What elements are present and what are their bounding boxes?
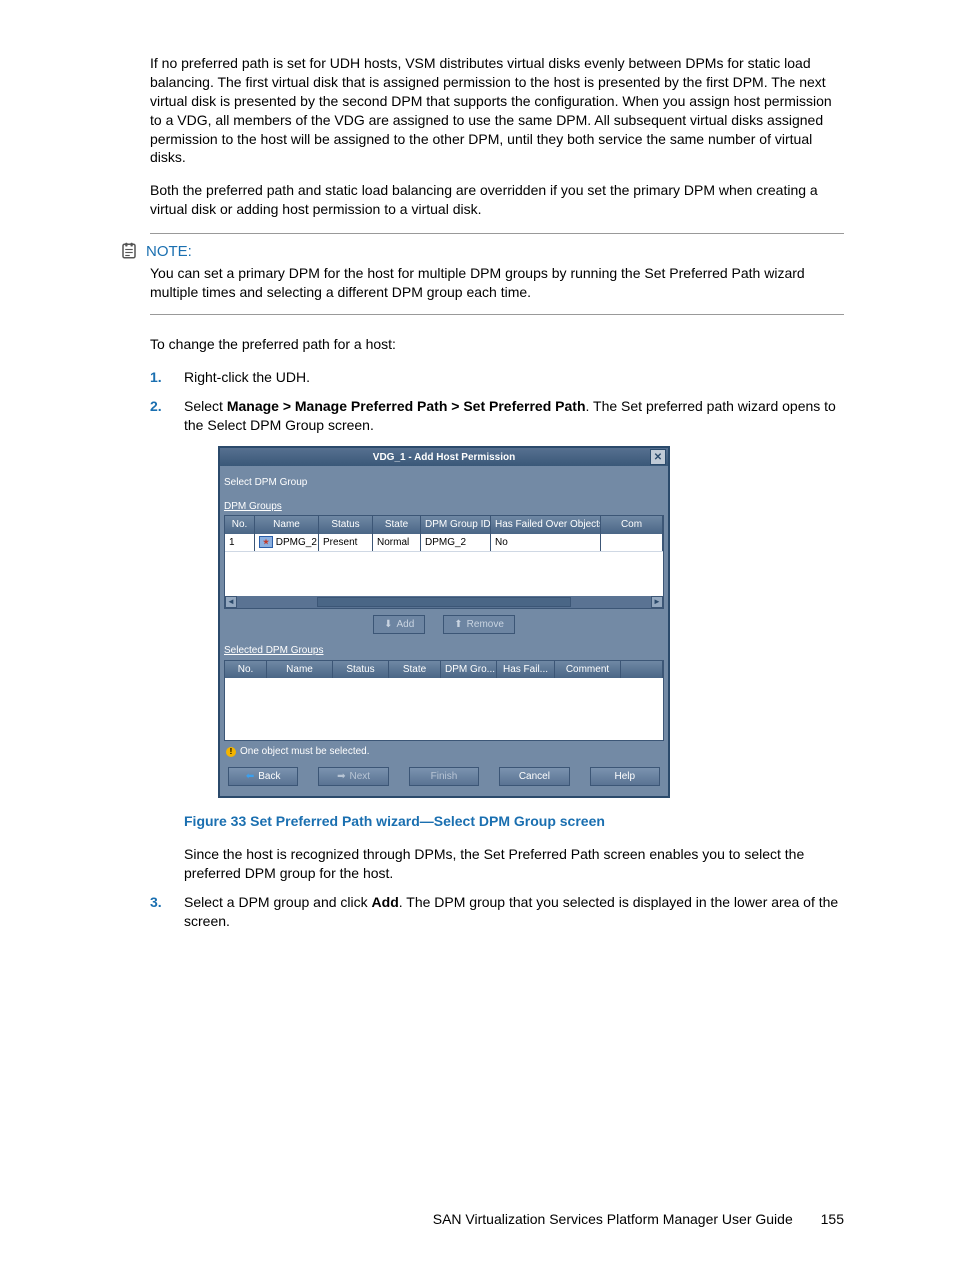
col-failed[interactable]: Has Failed Over Objects [491, 516, 601, 534]
cell-status: Present [319, 534, 373, 552]
col2-comment[interactable]: Comment [555, 661, 621, 679]
cell-failed: No [491, 534, 601, 552]
col-state[interactable]: State [373, 516, 421, 534]
col2-name[interactable]: Name [267, 661, 333, 679]
cell-name-text: DPMG_2 [276, 537, 317, 548]
col-status[interactable]: Status [319, 516, 373, 534]
remove-label: Remove [467, 618, 504, 632]
cell-state: Normal [373, 534, 421, 552]
paragraph-intro-1: If no preferred path is set for UDH host… [150, 54, 844, 167]
down-arrow-icon: ⬇ [384, 618, 392, 632]
scroll-right-icon[interactable]: ► [651, 596, 663, 608]
step-2: Select Manage > Manage Preferred Path > … [150, 397, 844, 883]
step-1-text: Right-click the UDH. [184, 369, 310, 385]
col-name[interactable]: Name [255, 516, 319, 534]
page-number: 155 [821, 1211, 844, 1227]
scrollbar[interactable]: ◄ ► [225, 596, 663, 608]
scroll-left-icon[interactable]: ◄ [225, 596, 237, 608]
dialog-titlebar: VDG_1 - Add Host Permission ✕ [220, 448, 668, 466]
cancel-button[interactable]: Cancel [499, 767, 569, 787]
col-no[interactable]: No. [225, 516, 255, 534]
help-button[interactable]: Help [590, 767, 660, 787]
selected-groups-label: Selected DPM Groups [224, 644, 664, 658]
step-3-pre: Select a DPM group and click [184, 894, 372, 910]
dpm-icon: ★ [259, 536, 273, 548]
status-bar: ! One object must be selected. [224, 741, 664, 763]
cell-com [601, 534, 663, 552]
note-label: NOTE: [146, 243, 192, 260]
scroll-track[interactable] [317, 597, 571, 607]
dpm-groups-table: No. Name Status State DPM Group ID Has F… [224, 515, 664, 609]
selected-groups-table: No. Name Status State DPM Gro... Has Fai… [224, 660, 664, 742]
finish-button[interactable]: Finish [409, 767, 479, 787]
col-com[interactable]: Com [601, 516, 663, 534]
step-2-after: Since the host is recognized through DPM… [184, 845, 844, 883]
up-arrow-icon: ⬆ [454, 618, 462, 632]
close-icon[interactable]: ✕ [650, 449, 666, 465]
next-arrow-icon: ➡ [337, 770, 345, 784]
col2-status[interactable]: Status [333, 661, 389, 679]
step-1: Right-click the UDH. [150, 368, 844, 387]
note-block: NOTE: You can set a primary DPM for the … [150, 233, 844, 315]
note-icon [120, 242, 138, 260]
step-3: Select a DPM group and click Add. The DP… [150, 893, 844, 931]
col2-group[interactable]: DPM Gro... [441, 661, 497, 679]
next-label: Next [350, 770, 371, 784]
add-button[interactable]: ⬇ Add [373, 615, 425, 635]
dpm-groups-label: DPM Groups [224, 500, 664, 514]
table-row[interactable]: 1 ★ DPMG_2 Present Normal DPMG_2 No [225, 534, 663, 553]
paragraph-intro-2: Both the preferred path and static load … [150, 181, 844, 219]
back-arrow-icon: ⬅ [246, 770, 254, 784]
cell-id: DPMG_2 [421, 534, 491, 552]
add-label: Add [396, 618, 414, 632]
select-dpm-label: Select DPM Group [224, 476, 664, 490]
step-3-bold: Add [372, 894, 399, 910]
dialog-title: VDG_1 - Add Host Permission [373, 451, 515, 465]
cell-no: 1 [225, 534, 255, 552]
next-button[interactable]: ➡ Next [318, 767, 388, 787]
figure-caption: Figure 33 Set Preferred Path wizard—Sele… [184, 812, 844, 831]
back-label: Back [258, 770, 280, 784]
page-footer: SAN Virtualization Services Platform Man… [150, 1211, 844, 1227]
remove-button[interactable]: ⬆ Remove [443, 615, 515, 635]
lead-text: To change the preferred path for a host: [150, 335, 844, 354]
step-2-bold: Manage > Manage Preferred Path > Set Pre… [227, 398, 586, 414]
step-2-pre: Select [184, 398, 227, 414]
status-text: One object must be selected. [240, 745, 370, 759]
note-text: You can set a primary DPM for the host f… [150, 264, 844, 302]
back-button[interactable]: ⬅ Back [228, 767, 298, 787]
warning-icon: ! [226, 747, 236, 757]
col2-blank[interactable] [621, 661, 663, 679]
cell-name: ★ DPMG_2 [255, 534, 319, 552]
col2-state[interactable]: State [389, 661, 441, 679]
dialog-screenshot: VDG_1 - Add Host Permission ✕ Select DPM… [218, 446, 670, 798]
col2-fail[interactable]: Has Fail... [497, 661, 555, 679]
col-group-id[interactable]: DPM Group ID [421, 516, 491, 534]
footer-title: SAN Virtualization Services Platform Man… [433, 1211, 793, 1227]
col2-no[interactable]: No. [225, 661, 267, 679]
